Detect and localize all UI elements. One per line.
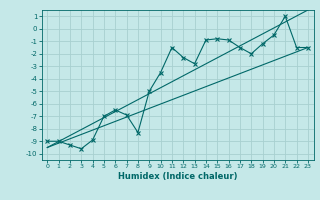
X-axis label: Humidex (Indice chaleur): Humidex (Indice chaleur): [118, 172, 237, 181]
